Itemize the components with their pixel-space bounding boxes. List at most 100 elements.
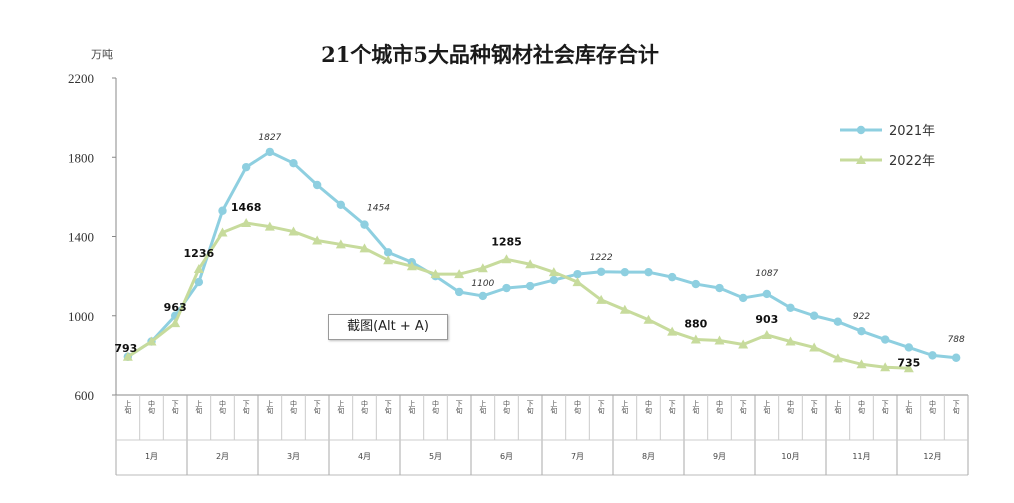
- y-tick-label: 1400: [68, 230, 94, 245]
- y-tick-label: 1800: [68, 150, 94, 165]
- data-label: 1827: [258, 133, 281, 143]
- series-line: [127, 150, 957, 360]
- data-point: [761, 329, 772, 339]
- data-point: [880, 335, 890, 344]
- x-tick-label: 中旬: [574, 399, 582, 415]
- data-point: [312, 235, 323, 245]
- data-point: [478, 291, 488, 301]
- x-tick-label: 中旬: [787, 399, 795, 415]
- data-label: 880: [684, 318, 707, 331]
- data-point: [833, 317, 843, 326]
- month-label: 12月: [923, 452, 941, 461]
- data-point: [525, 259, 536, 269]
- month-label: 5月: [429, 452, 442, 461]
- x-tick-label: 中旬: [716, 399, 724, 415]
- month-label: 11月: [852, 452, 870, 461]
- data-point: [951, 353, 961, 362]
- data-point: [502, 283, 511, 293]
- data-point: [690, 334, 701, 344]
- data-label: 1100: [471, 279, 494, 289]
- data-point: [289, 158, 298, 168]
- x-tick-label: 中旬: [645, 399, 653, 415]
- data-point: [548, 267, 559, 277]
- x-tick-label: 上旬: [408, 399, 416, 415]
- data-point: [880, 362, 891, 372]
- data-point: [644, 267, 653, 277]
- annotations: 1827 1454 1100 1222 1087 922 788 793 963 1236 1468…: [114, 133, 965, 369]
- x-tick-label: 下旬: [171, 400, 179, 415]
- x-tick-label: 下旬: [739, 400, 747, 415]
- x-tick-label: 下旬: [952, 400, 960, 415]
- data-label: 1454: [367, 204, 390, 214]
- data-label: 735: [897, 356, 920, 369]
- x-tick-label: 上旬: [621, 399, 629, 415]
- data-point: [786, 303, 795, 313]
- x-tick-label: 下旬: [313, 400, 321, 415]
- data-label: 1285: [491, 235, 522, 248]
- data-point: [265, 147, 275, 157]
- data-point: [241, 218, 252, 228]
- x-tick-label: 上旬: [479, 399, 487, 415]
- y-tick-label: 600: [75, 388, 95, 403]
- data-point: [667, 326, 678, 336]
- x-tick-label: 下旬: [242, 400, 250, 415]
- y-tick-label: 2200: [68, 71, 94, 86]
- y-tick-label: 1000: [68, 309, 94, 324]
- legend-label: 2021年: [889, 124, 935, 139]
- data-point: [406, 261, 417, 271]
- legend-marker: [856, 155, 866, 164]
- data-point: [477, 263, 488, 273]
- data-label: 963: [164, 301, 187, 314]
- data-point: [856, 359, 867, 369]
- data-point: [122, 351, 133, 361]
- data-point: [194, 277, 204, 287]
- x-tick-label: 下旬: [526, 400, 534, 415]
- data-point: [928, 351, 937, 360]
- month-label: 9月: [713, 452, 726, 461]
- data-point: [715, 283, 724, 293]
- data-label: 1468: [231, 201, 262, 214]
- data-point: [572, 277, 583, 287]
- x-tick-label: 中旬: [858, 399, 866, 415]
- screenshot-tooltip: 截图(Alt + A): [328, 314, 448, 340]
- data-point: [809, 342, 820, 352]
- month-label: 4月: [358, 452, 371, 461]
- x-tick-label: 下旬: [455, 400, 463, 415]
- month-label: 7月: [571, 452, 584, 461]
- x-tick-label: 上旬: [337, 399, 345, 415]
- month-label: 3月: [287, 452, 300, 461]
- data-point: [335, 239, 346, 249]
- series-line: [127, 221, 909, 370]
- x-tick-label: 下旬: [810, 400, 818, 415]
- data-point: [218, 206, 227, 215]
- data-point: [596, 267, 606, 276]
- legend: 2021年 2022年: [840, 124, 935, 169]
- chart-title: 21个城市5大品种钢材社会库存合计: [321, 42, 659, 67]
- data-point: [762, 289, 772, 299]
- data-point: [241, 162, 251, 172]
- data-point: [903, 363, 914, 373]
- data-point: [383, 248, 393, 257]
- data-point: [146, 336, 157, 346]
- x-tick-label: 上旬: [550, 399, 558, 415]
- month-label: 6月: [500, 452, 513, 461]
- data-point: [619, 304, 630, 314]
- x-tick-label: 上旬: [195, 399, 203, 415]
- x-tick-label: 下旬: [668, 400, 676, 415]
- legend-marker: [856, 125, 866, 135]
- month-label: 10月: [781, 452, 799, 461]
- data-point: [714, 335, 725, 345]
- data-point: [264, 221, 275, 231]
- x-tick-label: 上旬: [124, 399, 132, 415]
- x-tick-label: 中旬: [219, 399, 227, 415]
- data-point: [383, 255, 394, 265]
- data-point: [691, 279, 701, 289]
- x-tick-label: 上旬: [266, 399, 274, 415]
- data-label: 793: [114, 342, 137, 355]
- data-point: [832, 353, 843, 363]
- data-point: [738, 293, 748, 303]
- y-unit-label: 万吨: [91, 48, 113, 61]
- data-point: [525, 281, 535, 291]
- x-tick-label: 下旬: [597, 400, 605, 415]
- data-point: [359, 243, 370, 253]
